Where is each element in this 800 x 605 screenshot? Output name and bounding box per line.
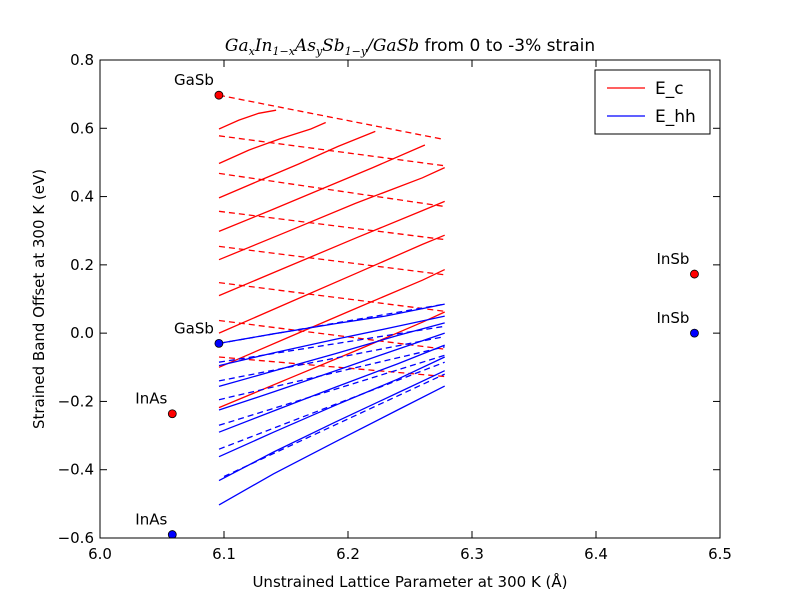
ehh-dashed-line-25: [218, 303, 445, 345]
material-point-gasb-1: [214, 338, 224, 348]
ec-dashed-line-11: [218, 172, 445, 208]
ec-dashed-line-15: [218, 319, 445, 350]
title-part-5: y: [315, 45, 323, 58]
material-point-inas-3: [167, 530, 177, 538]
ec-dashed-line-10: [218, 135, 445, 167]
material-label-3: InAs: [135, 511, 167, 529]
legend-label-1: E_hh: [655, 107, 696, 127]
plot-area: [167, 90, 699, 538]
title-part-2: In: [254, 36, 273, 56]
y-tick-label-0: −0.6: [58, 529, 94, 547]
ehh-dashed-line-31: [223, 373, 445, 478]
material-label-2: InAs: [135, 390, 167, 408]
x-tick-label-4: 6.4: [584, 545, 608, 563]
ec-solid-line-5: [218, 200, 445, 297]
title-part-6: Sb: [322, 36, 345, 56]
y-axis-label: Strained Band Offset at 300 K (eV): [30, 169, 48, 429]
material-label-4: InSb: [656, 250, 689, 268]
ehh-solid-line-24: [218, 385, 445, 506]
material-point-gasb-0: [214, 90, 224, 100]
x-tick-label-0: 6.0: [88, 545, 112, 563]
x-tick-label-5: 6.5: [708, 545, 732, 563]
material-label-0: GaSb: [174, 71, 214, 89]
axis-ticks: 6.0 6.1 6.2 6.3 6.4 6.5 −0.6 −0.4 −0.2 0.0 0.2 0.4 0…: [58, 51, 732, 563]
ehh-solid-line-19: [218, 322, 445, 388]
material-label-5: InSb: [656, 309, 689, 327]
title-part-3: 1−x: [273, 45, 296, 58]
y-tick-label-7: 0.8: [70, 51, 94, 69]
ehh-dashed-line-26: [218, 325, 445, 363]
chart-title: GaxIn1−xAsySb1−y/GaSb from 0 to -3% stra…: [225, 36, 595, 58]
material-label-1: GaSb: [174, 319, 214, 337]
title-part-7: 1−y: [345, 45, 368, 58]
ec-solid-line-7: [218, 269, 445, 368]
title-part-4: As: [293, 36, 316, 56]
x-tick-label-1: 6.1: [212, 545, 236, 563]
ec-solid-line-2: [218, 130, 376, 199]
ec-dashed-line-12: [218, 210, 445, 241]
ec-dashed-line-13: [218, 245, 445, 276]
y-tick-label-5: 0.4: [70, 188, 94, 206]
ec-dashed-line-14: [218, 281, 445, 312]
title-part-0: Ga: [225, 36, 249, 56]
y-tick-label-6: 0.6: [70, 119, 94, 137]
legend-label-0: E_c: [655, 79, 684, 99]
ehh-solid-line-17: [218, 303, 445, 345]
title-part-1: x: [249, 45, 256, 58]
ec-solid-line-1: [218, 121, 326, 165]
material-point-inas-2: [167, 409, 177, 419]
ehh-dashed-line-27: [218, 335, 445, 382]
legend: E_c E_hh: [594, 69, 711, 135]
ehh-dashed-line-30: [218, 361, 445, 450]
legend-box: [594, 69, 711, 135]
ec-solid-line-6: [218, 234, 445, 334]
material-point-insb-5: [690, 328, 699, 338]
ehh-solid-line-22: [218, 356, 445, 458]
ehh-solid-line-18: [218, 315, 445, 367]
x-tick-label-2: 6.2: [336, 545, 360, 563]
x-tick-label-3: 6.3: [460, 545, 484, 563]
ehh-solid-line-20: [218, 332, 445, 411]
ec-solid-line-4: [218, 167, 445, 261]
material-point-insb-4: [690, 269, 699, 279]
ec-dashed-line-9: [218, 94, 445, 141]
title-part-8: /GaSb: [365, 36, 419, 56]
y-tick-label-3: 0.0: [70, 324, 94, 342]
ehh-solid-line-21: [218, 344, 445, 433]
ec-solid-line-3: [218, 144, 426, 233]
ec-dashed-line-16: [218, 356, 445, 378]
y-tick-label-1: −0.4: [58, 461, 94, 479]
title-part-9: from 0 to -3% strain: [419, 36, 595, 56]
ec-solid-line-0: [218, 109, 277, 130]
plot-frame: [99, 59, 721, 539]
y-tick-label-2: −0.2: [58, 392, 94, 410]
y-tick-label-4: 0.2: [70, 256, 94, 274]
ehh-dashed-line-28: [218, 346, 445, 401]
x-axis-label: Unstrained Lattice Parameter at 300 K (Å…: [252, 572, 567, 591]
